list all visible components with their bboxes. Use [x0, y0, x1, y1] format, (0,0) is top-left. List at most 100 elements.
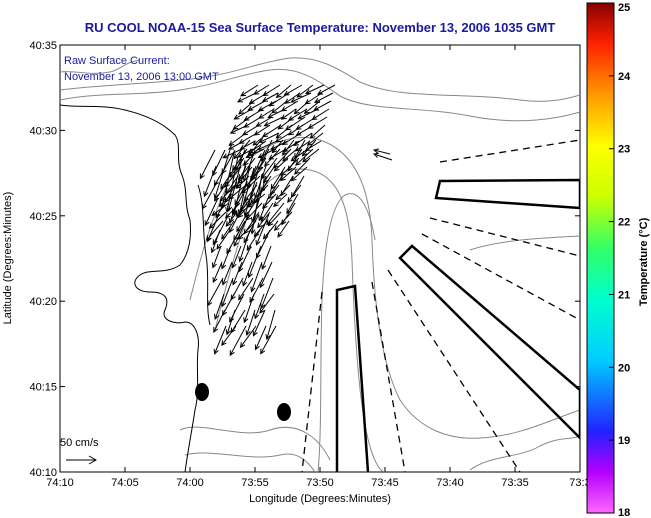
- current-vector: [211, 229, 221, 253]
- current-vector-head: [229, 128, 236, 134]
- current-vector: [222, 261, 233, 285]
- current-vector-head: [203, 191, 209, 198]
- y-tick-label: 40:35: [29, 40, 57, 52]
- coverage-sector-outline: [434, 178, 580, 210]
- current-vector: [260, 139, 273, 162]
- current-vector-head: [273, 165, 280, 172]
- current-vector-head: [295, 130, 302, 136]
- current-vector-head: [281, 219, 287, 226]
- current-vector-head: [250, 286, 256, 293]
- current-vector: [237, 92, 257, 103]
- current-vector-head: [228, 217, 234, 224]
- current-vector: [204, 197, 219, 226]
- surface-current-vectors: [199, 84, 393, 357]
- current-vector: [283, 140, 300, 152]
- current-vector-head: [229, 316, 235, 323]
- current-vector-head: [255, 239, 261, 246]
- current-vector: [295, 140, 311, 152]
- current-vector-head: [302, 156, 308, 163]
- current-vector-head: [283, 90, 290, 96]
- current-vector-head: [263, 121, 270, 127]
- current-vector: [214, 149, 231, 199]
- current-vector-head: [253, 130, 260, 136]
- current-vector-head: [241, 188, 248, 194]
- current-vector-head: [313, 105, 320, 111]
- colorbar-tick-label: 23: [618, 144, 630, 156]
- current-vector-head: [261, 96, 268, 102]
- current-vector: [282, 148, 298, 162]
- current-vector: [291, 92, 312, 103]
- current-vector: [305, 84, 325, 94]
- y-tick-label: 40:30: [29, 125, 57, 137]
- current-vector: [264, 116, 284, 127]
- annotation-line1: Raw Surface Current:: [64, 55, 170, 67]
- station-marker: [277, 403, 291, 421]
- current-vector-head: [252, 330, 258, 337]
- current-vector: [207, 277, 224, 306]
- current-vector: [269, 92, 290, 107]
- current-vector: [273, 193, 288, 207]
- current-vector-head: [254, 192, 260, 199]
- current-vector: [270, 140, 289, 150]
- current-vector-head: [275, 194, 282, 201]
- current-vector: [261, 157, 278, 179]
- current-vector-head: [248, 150, 254, 157]
- current-vector-head: [261, 263, 267, 270]
- current-vector: [244, 197, 259, 218]
- current-vector: [271, 100, 288, 114]
- colorbar-label: Temperature (°C): [638, 217, 650, 306]
- current-vector: [275, 132, 291, 143]
- current-vector: [284, 92, 301, 104]
- current-vector: [314, 92, 334, 103]
- current-vector: [256, 229, 271, 259]
- current-vector: [298, 108, 319, 120]
- current-vector-head: [228, 144, 235, 150]
- map-layer: 50 cm/s: [60, 57, 580, 472]
- current-vector: [245, 202, 263, 221]
- current-vector: [228, 140, 245, 150]
- current-vector-head: [284, 98, 291, 104]
- current-vector: [293, 132, 313, 146]
- current-vector-head: [231, 262, 237, 269]
- current-vector: [221, 152, 235, 209]
- current-vector: [212, 213, 230, 245]
- current-vector: [261, 245, 272, 270]
- current-vector-head: [225, 329, 231, 336]
- current-vector-head: [275, 92, 282, 99]
- velocity-scale: 50 cm/s: [60, 437, 99, 465]
- current-vector-head: [247, 272, 253, 279]
- current-vector-head: [221, 279, 227, 286]
- current-vector: [270, 175, 283, 195]
- current-vector-head: [221, 301, 227, 308]
- coastline: [60, 104, 199, 472]
- current-vector: [282, 139, 295, 156]
- current-vector: [274, 211, 293, 231]
- current-vector-head: [303, 108, 310, 115]
- current-vector-head: [280, 190, 286, 197]
- current-vector: [258, 100, 277, 112]
- current-vector: [273, 148, 292, 169]
- current-vector-head: [238, 109, 244, 115]
- current-vector: [317, 84, 336, 95]
- current-vector-head: [206, 236, 212, 243]
- current-vector: [239, 229, 251, 262]
- current-vector-head: [245, 329, 251, 337]
- current-vector-head: [273, 201, 279, 208]
- colorbar-tick-label: 20: [618, 362, 630, 374]
- current-vector: [278, 116, 295, 130]
- current-vector: [242, 261, 253, 286]
- current-vector: [241, 167, 255, 210]
- current-vector-head: [208, 223, 215, 229]
- station-marker: [195, 383, 209, 401]
- plot-area: [59, 44, 581, 473]
- y-tick-label: 40:15: [29, 382, 57, 394]
- current-vector-head: [252, 140, 259, 146]
- current-vector: [259, 293, 275, 314]
- y-tick-label: 40:20: [29, 296, 57, 308]
- current-vector-head: [242, 175, 248, 182]
- current-vector-head: [221, 263, 227, 270]
- current-vector-head: [253, 231, 260, 238]
- bathymetry-contour: [469, 235, 580, 251]
- current-vector-head: [265, 334, 271, 341]
